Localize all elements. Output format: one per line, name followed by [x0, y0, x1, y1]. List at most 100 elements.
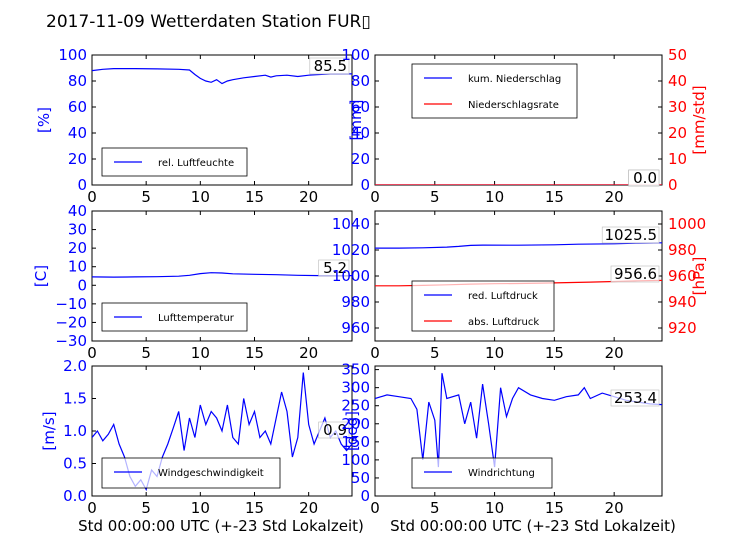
legend-box [411, 280, 555, 332]
chart-panel-3: 0 5 10 15 20−30−20−10010203040[C]Lufttempera… [32, 202, 353, 362]
value-annotation-box [318, 421, 350, 439]
value-annotation-box [318, 259, 350, 277]
y-tick-label: 2.0 [63, 357, 87, 375]
legend-label-1: rel. Luftfeuchte [158, 158, 234, 169]
y-tick-label: −30 [55, 332, 87, 350]
x-tick-label: 20 [605, 344, 624, 362]
y-tick-label: 200 [341, 415, 370, 433]
y-tick-label: 1020 [332, 241, 370, 259]
y-tick-label: 300 [341, 379, 370, 397]
y-axis-label: [%] [35, 107, 53, 133]
y-tick-label: 350 [341, 361, 370, 379]
chart-panel-2: 0 5 10 15 20 0 20 40 60 80 100 0 10 20 30 40 50 [mm] [mm/s… [341, 46, 708, 206]
y2-tick-label: 1000 [668, 215, 706, 233]
figure-title: 2017-11-09 Wetterdaten Station FUR▯ [46, 12, 371, 32]
x-tick-label: 5 [430, 344, 440, 362]
y2-axis-label: [hPa] [690, 257, 708, 296]
y-tick-label: 0.5 [63, 455, 87, 473]
y2-axis-label: [mm/std] [690, 85, 708, 154]
value-annotation: 0.0 [633, 169, 657, 187]
y2-tick-label: 920 [668, 319, 697, 337]
x-tick-label: 15 [545, 344, 564, 362]
chart-panel-1: 0 5 10 15 20 0 20 40 60 80 100 [%] rel. Luftfeuchte 8… [35, 46, 353, 206]
y-tick-label: 80 [68, 72, 87, 90]
value-annotation-box [628, 169, 660, 187]
y2-tick-label: 30 [668, 98, 687, 116]
x-tick-label: 20 [605, 499, 624, 517]
chart-panel-6: 0 5 10 15 20050100150200250300350[deg]Windri… [341, 361, 663, 517]
legend-label-2: abs. Luftdruck [468, 317, 539, 328]
y-tick-label: −20 [55, 313, 87, 331]
x-tick-label: 20 [605, 188, 624, 206]
x-tick-label: 15 [245, 188, 264, 206]
series-line-1 [92, 272, 352, 278]
y-axis-label: [C] [32, 265, 50, 287]
value-annotation-box [610, 389, 660, 407]
y2-tick-label: 960 [668, 267, 697, 285]
y-tick-label: 1.5 [63, 390, 87, 408]
y-tick-label: 50 [351, 469, 370, 487]
y-tick-label: 980 [341, 293, 370, 311]
value-annotation: 85.5 [314, 57, 347, 75]
legend-box [411, 63, 578, 119]
x-tick-label: 15 [545, 188, 564, 206]
x-tick-label: 15 [245, 344, 264, 362]
x-tick-label: 20 [299, 499, 318, 517]
y2-tick-label: 980 [668, 241, 697, 259]
x-tick-label: 10 [485, 188, 504, 206]
legend-box [101, 457, 281, 489]
legend-label-2: Niederschlagsrate [468, 100, 559, 111]
y-tick-label: 30 [68, 221, 87, 239]
legend-label-1: red. Luftdruck [468, 291, 538, 302]
y-tick-label: 40 [68, 124, 87, 142]
value-annotation: 253.4 [614, 389, 657, 407]
y-tick-label: 80 [351, 72, 370, 90]
legend-label-1: kum. Niederschlag [468, 74, 561, 85]
x-tick-label: 10 [191, 499, 210, 517]
value-annotation: 956.6 [614, 265, 657, 283]
y-axis-label: [mm] [347, 100, 365, 141]
y-tick-label: 0 [77, 276, 87, 294]
y-tick-label: −10 [55, 295, 87, 313]
y-tick-label: 0.0 [63, 487, 87, 505]
series-line-1 [92, 68, 352, 85]
x-tick-label: 5 [141, 344, 151, 362]
y-tick-label: 60 [68, 98, 87, 116]
y-tick-label: 100 [58, 46, 87, 64]
x-tick-label: 5 [430, 499, 440, 517]
x-tick-label: 10 [485, 344, 504, 362]
x-tick-label: 0 [87, 188, 97, 206]
y2-tick-label: 20 [668, 124, 687, 142]
y2-tick-label: 0 [668, 176, 678, 194]
x-axis-label-left: Std 00:00:00 UTC (+-23 Std Lokalzeit) [78, 517, 364, 535]
y-tick-label: 60 [351, 98, 370, 116]
value-annotation-box [309, 57, 350, 75]
y-tick-label: 0 [360, 487, 370, 505]
x-tick-label: 5 [430, 188, 440, 206]
y-tick-label: 100 [341, 451, 370, 469]
y-tick-label: 40 [68, 202, 87, 220]
y-tick-label: 960 [341, 319, 370, 337]
y-tick-label: 1040 [332, 215, 370, 233]
x-tick-label: 10 [191, 344, 210, 362]
x-tick-label: 5 [141, 499, 151, 517]
y-tick-label: 20 [68, 150, 87, 168]
x-tick-label: 0 [370, 188, 380, 206]
y-tick-label: 1000 [332, 267, 370, 285]
y-tick-label: 250 [341, 397, 370, 415]
y-tick-label: 0 [360, 176, 370, 194]
legend-label-1: Windgeschwindigkeit [158, 468, 264, 479]
chart-panel-4: 0 5 10 15 20 960 980 1000 1020 1040 920 940 960 980 10… [332, 210, 708, 362]
legend-label-1: Lufttemperatur [158, 313, 235, 324]
value-annotation: 0.9 [323, 421, 347, 439]
value-annotation: 5.2 [323, 259, 347, 277]
y-tick-label: 20 [68, 239, 87, 257]
series-line-1 [375, 242, 662, 249]
x-axis-label-right: Std 00:00:00 UTC (+-23 Std Lokalzeit) [390, 517, 676, 535]
x-tick-label: 0 [370, 344, 380, 362]
y2-tick-label: 40 [668, 72, 687, 90]
legend-box [411, 457, 553, 489]
x-tick-label: 20 [299, 344, 318, 362]
value-annotation-box [601, 226, 660, 244]
